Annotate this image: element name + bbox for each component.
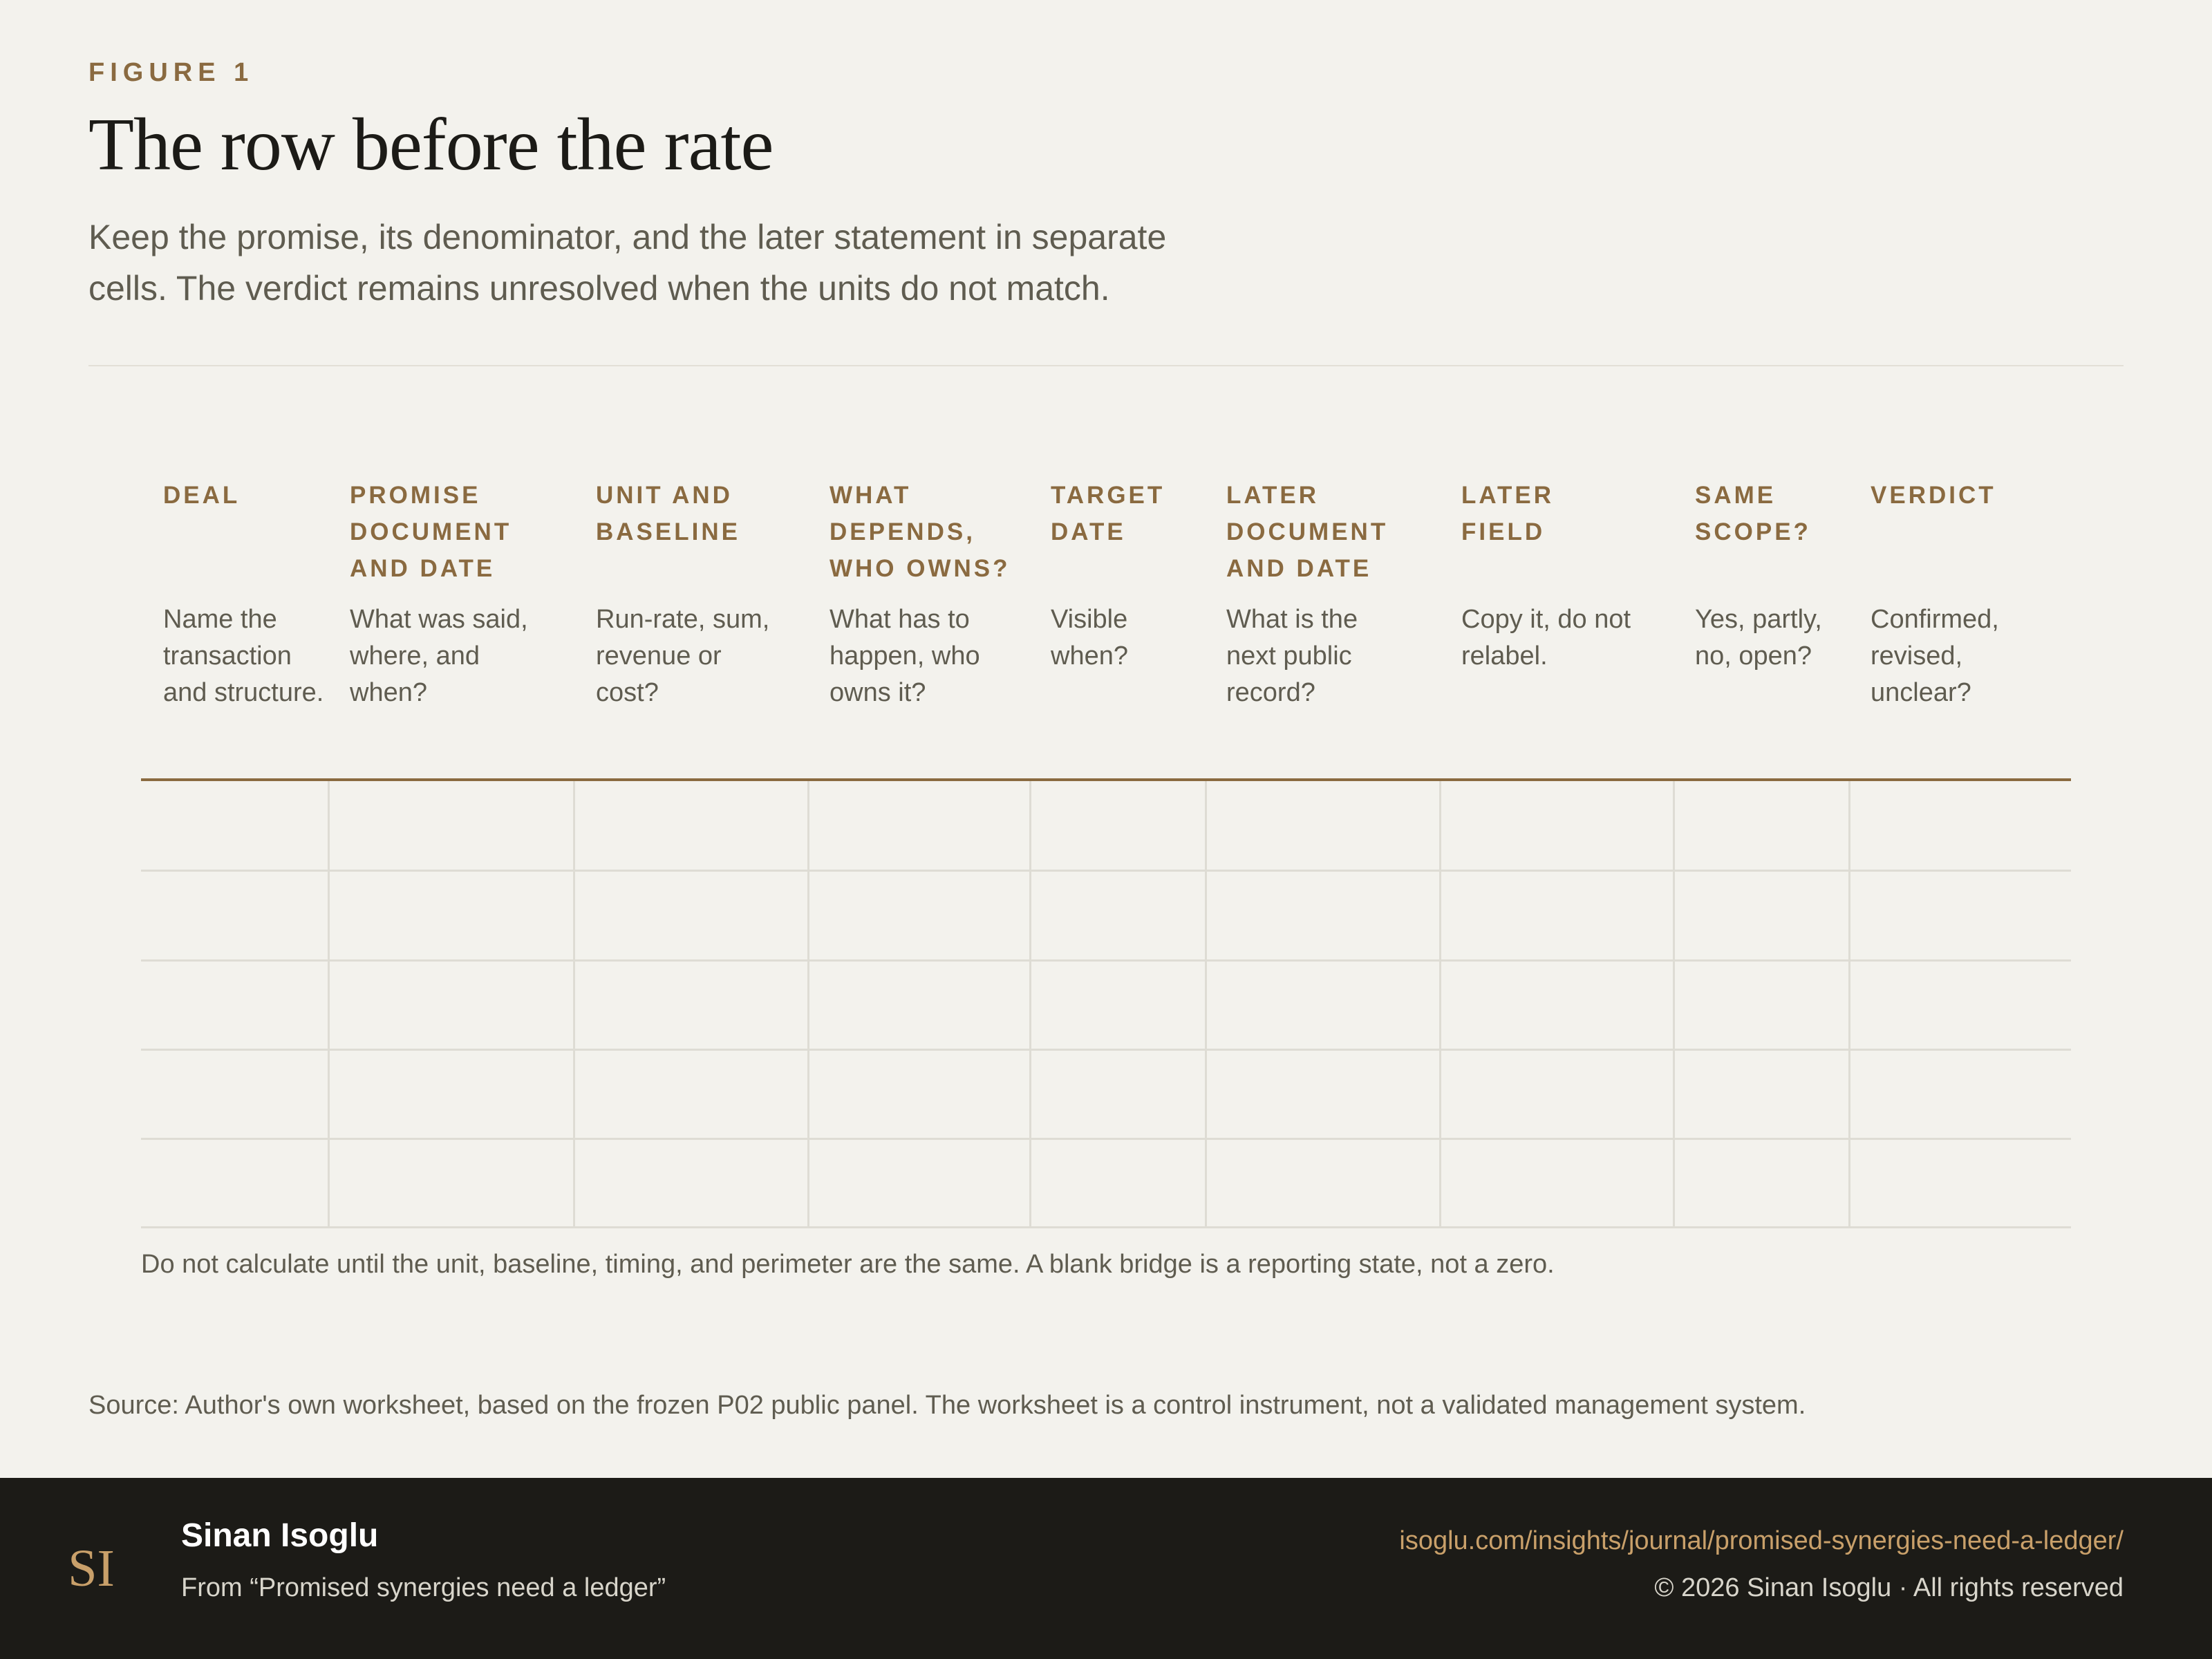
- column-header-same-scope: Same scope?: [1695, 477, 1847, 550]
- column-divider: [1205, 781, 1207, 1228]
- column-title: Unit and baseline: [596, 482, 740, 545]
- column-header-verdict: Verdict: [1871, 477, 2064, 514]
- figure-lede: Keep the promise, its denominator, and t…: [88, 218, 1167, 308]
- table-row: [141, 1138, 2071, 1140]
- column-header-later-document: Later document and date: [1226, 477, 1434, 587]
- column-divider: [807, 781, 809, 1228]
- column-header-later-field: Later field: [1461, 477, 1641, 550]
- column-header-target-date: Target date: [1051, 477, 1196, 550]
- section-divider: [88, 365, 2124, 366]
- column-divider: [1029, 781, 1031, 1228]
- table-header-row: Deal Name the transaction and structure.…: [141, 477, 2071, 781]
- column-description-same-scope: Yes, partly, no, open?: [1695, 605, 1822, 671]
- empty-entry-grid: [141, 781, 2071, 1228]
- column-description-promise: What was said, where, and when?: [350, 605, 528, 707]
- column-header-depends: What depends, who owns?: [830, 477, 1030, 587]
- column-description-unit: Run-rate, sum, revenue or cost?: [596, 605, 770, 707]
- column-divider: [1439, 781, 1441, 1228]
- author-name: Sinan Isoglu: [181, 1517, 379, 1554]
- column-description-target-date: Visible when?: [1051, 605, 1128, 671]
- column-title: What depends, who owns?: [830, 482, 1011, 582]
- table-row: [141, 1226, 2071, 1228]
- column-title: Promise document and date: [350, 482, 512, 582]
- column-title: Verdict: [1871, 482, 1996, 509]
- article-reference: From “Promised synergies need a ledger”: [181, 1573, 666, 1602]
- column-divider: [328, 781, 330, 1228]
- column-header-unit: Unit and baseline: [596, 477, 789, 550]
- header-rule: [141, 778, 2071, 781]
- column-header-deal: Deal: [163, 477, 329, 514]
- monogram-logo-icon: SI: [68, 1539, 115, 1597]
- column-title: Target date: [1051, 482, 1165, 545]
- column-header-promise: Promise document and date: [350, 477, 571, 587]
- column-divider: [1848, 781, 1850, 1228]
- column-divider: [1673, 781, 1675, 1228]
- ledger-worksheet-table: Deal Name the transaction and structure.…: [141, 477, 2071, 1228]
- table-row: [141, 959, 2071, 962]
- page-footer: SI Sinan Isoglu From “Promised synergies…: [0, 1478, 2212, 1659]
- article-link[interactable]: isoglu.com/insights/journal/promised-syn…: [1399, 1526, 2124, 1555]
- copyright-notice: © 2026 Sinan Isoglu · All rights reserve…: [1654, 1573, 2124, 1602]
- source-note: Source: Author's own worksheet, based on…: [88, 1391, 1806, 1420]
- column-title: Same scope?: [1695, 482, 1811, 545]
- column-title: Deal: [163, 482, 241, 509]
- column-title: Later field: [1461, 482, 1555, 545]
- column-description-later-field: Copy it, do not relabel.: [1461, 605, 1631, 671]
- logo-text: SI: [68, 1539, 115, 1597]
- column-description-verdict: Confirmed, revised, unclear?: [1871, 605, 1999, 707]
- column-description-deal: Name the transaction and structure.: [163, 605, 324, 707]
- column-title: Later document and date: [1226, 482, 1389, 582]
- column-divider: [573, 781, 575, 1228]
- figure-page: FIGURE 1 The row before the rate Keep th…: [88, 58, 2124, 1420]
- page-title: The row before the rate: [88, 104, 774, 186]
- figure-label: FIGURE 1: [88, 58, 254, 87]
- column-description-depends: What has to happen, who owns it?: [830, 605, 980, 707]
- table-note: Do not calculate until the unit, baselin…: [141, 1250, 1555, 1279]
- table-row: [141, 870, 2071, 872]
- table-row: [141, 1049, 2071, 1051]
- column-description-later-document: What is the next public record?: [1226, 605, 1358, 707]
